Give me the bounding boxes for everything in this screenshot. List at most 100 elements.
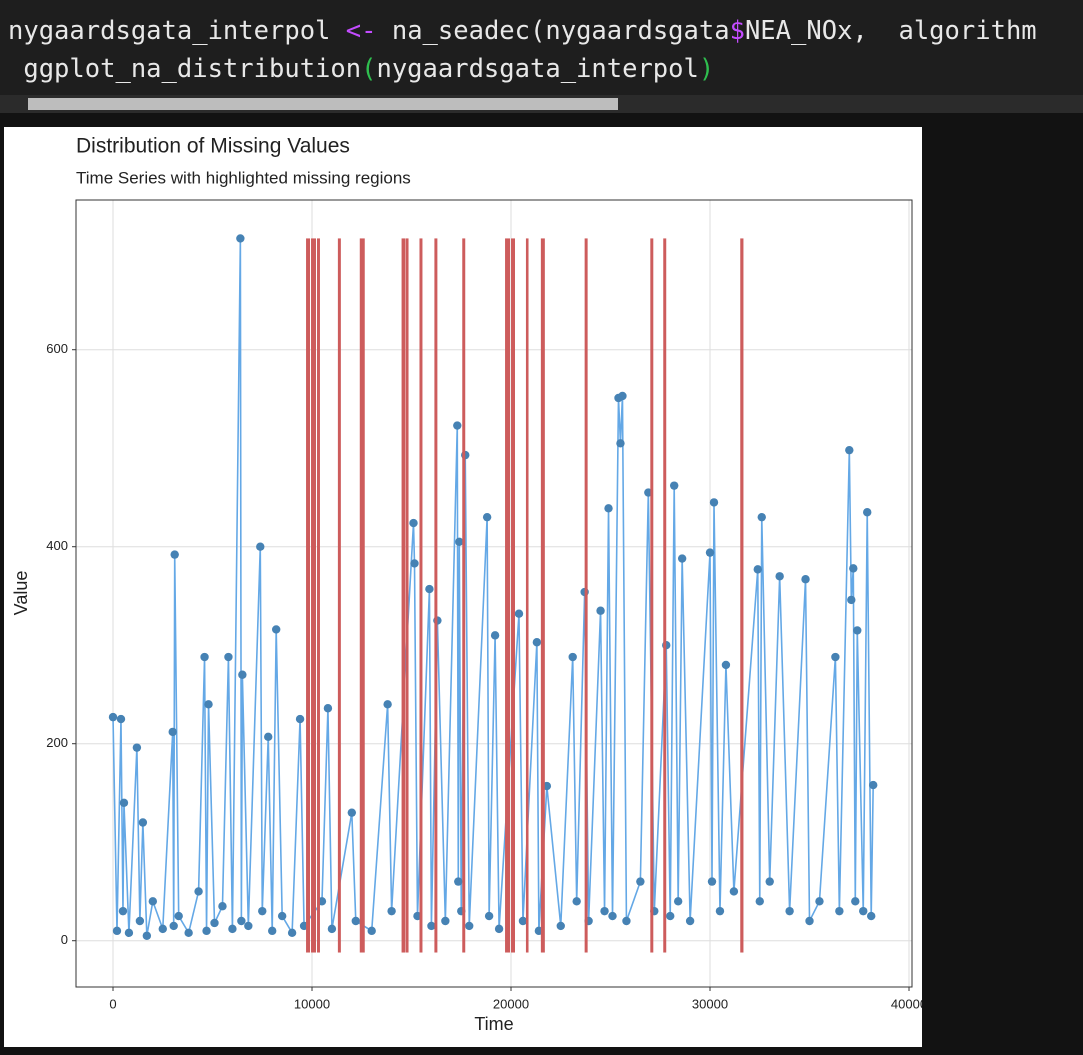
data-point xyxy=(132,743,142,752)
missing-region xyxy=(401,238,406,953)
data-point xyxy=(184,928,193,938)
data-point xyxy=(427,921,436,931)
data-point xyxy=(441,916,450,926)
data-point xyxy=(118,906,128,916)
data-point xyxy=(409,518,418,528)
missing-region xyxy=(359,238,365,953)
y-tick-label: 400 xyxy=(46,538,68,553)
data-point xyxy=(218,902,227,911)
data-point xyxy=(729,887,739,896)
chart-title: Distribution of Missing Values xyxy=(76,135,350,158)
code-token: nygaardsgata_interpol xyxy=(376,54,699,84)
code-token: ggplot_na_distribution xyxy=(8,54,362,84)
y-tick-label: 200 xyxy=(46,735,68,750)
data-point xyxy=(709,498,719,507)
code-editor[interactable]: nygaardsgata_interpol <- na_seadec(nygaa… xyxy=(0,0,1083,95)
data-point xyxy=(455,537,464,546)
data-point xyxy=(757,512,766,522)
data-point xyxy=(514,609,524,618)
data-point xyxy=(454,877,463,886)
series-line xyxy=(112,238,874,936)
data-point xyxy=(174,911,183,921)
missing-region xyxy=(462,238,466,953)
missing-region xyxy=(505,238,511,953)
data-point xyxy=(236,234,245,243)
data-point xyxy=(224,652,233,662)
data-point xyxy=(755,897,764,906)
data-point xyxy=(410,559,419,568)
data-point xyxy=(383,700,392,709)
missing-region xyxy=(650,238,654,953)
data-point xyxy=(835,906,844,916)
data-point xyxy=(568,652,577,662)
data-point xyxy=(482,512,492,522)
data-point xyxy=(142,931,152,940)
code-token: $ xyxy=(729,16,745,46)
data-point xyxy=(616,439,625,448)
data-point xyxy=(484,911,494,921)
plot-output: Distribution of Missing Values Time Seri… xyxy=(4,127,922,1047)
data-point xyxy=(677,554,687,563)
data-point xyxy=(119,798,129,808)
code-token: ) xyxy=(698,54,715,84)
data-point xyxy=(859,906,868,916)
code-token: <- xyxy=(345,16,377,46)
data-point xyxy=(453,421,462,430)
data-point xyxy=(636,877,645,886)
x-axis-label: Time xyxy=(474,1014,513,1034)
data-point xyxy=(685,916,695,926)
data-point xyxy=(847,595,856,605)
data-point xyxy=(204,700,213,709)
scrollbar-thumb[interactable] xyxy=(28,98,618,110)
data-point xyxy=(673,897,683,906)
data-point xyxy=(169,921,178,931)
data-point xyxy=(295,714,305,724)
code-line: ggplot_na_distribution(nygaardsgata_inte… xyxy=(8,54,714,84)
data-point xyxy=(108,712,118,722)
data-point xyxy=(556,921,565,931)
missing-region xyxy=(584,238,588,953)
data-point xyxy=(323,704,333,713)
data-point xyxy=(237,916,246,926)
missing-region xyxy=(311,238,316,953)
code-token: ( xyxy=(361,54,377,84)
data-point xyxy=(347,808,357,817)
code-token: NEA_NOx, algorithm xyxy=(744,16,1037,46)
data-point xyxy=(116,714,126,724)
data-point xyxy=(277,911,287,921)
data-point xyxy=(465,921,474,931)
data-point xyxy=(863,508,872,517)
missing-region xyxy=(525,238,529,953)
data-point xyxy=(666,911,675,921)
data-point xyxy=(256,542,265,551)
data-point xyxy=(622,916,631,926)
data-point xyxy=(238,670,247,679)
data-point xyxy=(705,548,715,557)
data-point xyxy=(387,906,396,916)
data-point xyxy=(669,481,679,490)
missing-region xyxy=(337,238,341,953)
data-point xyxy=(124,928,134,938)
x-tick-label: 20000 xyxy=(493,996,529,1011)
data-point xyxy=(845,445,854,455)
data-point xyxy=(271,625,281,634)
data-point xyxy=(596,606,605,615)
y-tick-label: 0 xyxy=(61,932,68,947)
data-point xyxy=(148,897,158,906)
missing-region xyxy=(306,238,311,953)
data-point xyxy=(600,906,609,916)
data-point xyxy=(831,652,840,662)
data-point xyxy=(244,921,253,931)
data-point xyxy=(202,926,211,936)
data-point xyxy=(715,906,725,916)
data-point xyxy=(228,924,237,934)
data-point xyxy=(815,897,824,906)
scrollbar[interactable] xyxy=(0,95,1083,113)
data-point xyxy=(494,924,504,934)
data-point xyxy=(604,504,613,513)
data-point xyxy=(868,780,878,790)
missing-region xyxy=(540,238,545,953)
data-point xyxy=(112,926,122,936)
data-point xyxy=(210,918,219,928)
